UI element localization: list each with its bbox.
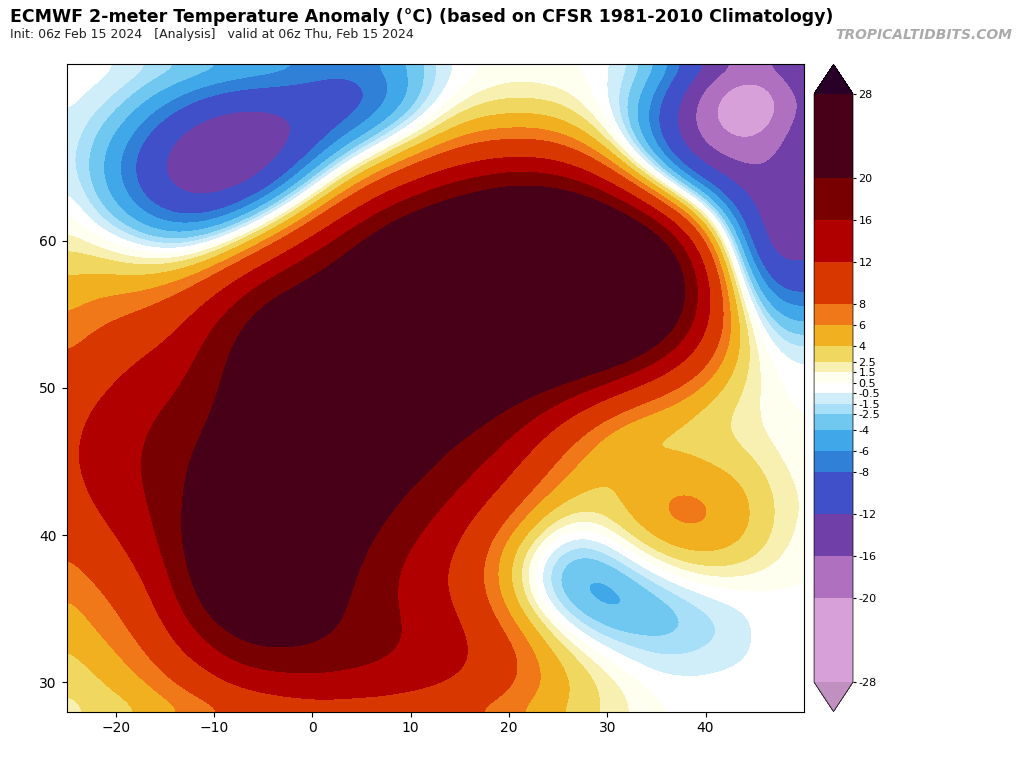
Text: Init: 06z Feb 15 2024   [Analysis]   valid at 06z Thu, Feb 15 2024: Init: 06z Feb 15 2024 [Analysis] valid a… [10, 28, 414, 41]
PathPatch shape [814, 64, 853, 94]
PathPatch shape [814, 682, 853, 712]
Text: TROPICALTIDBITS.COM: TROPICALTIDBITS.COM [835, 28, 1012, 42]
Text: ECMWF 2-meter Temperature Anomaly (°C) (based on CFSR 1981-2010 Climatology): ECMWF 2-meter Temperature Anomaly (°C) (… [10, 8, 834, 26]
